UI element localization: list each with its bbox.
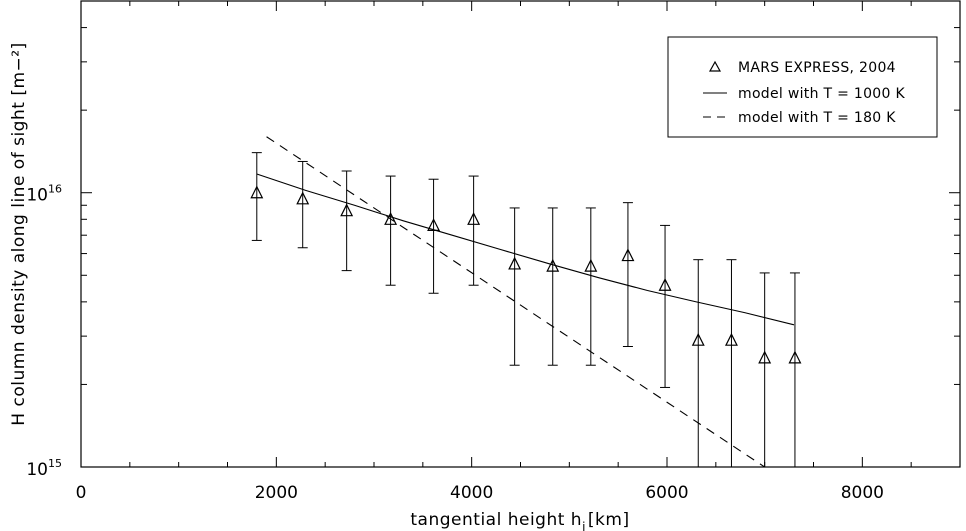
- observation-point: [788, 350, 802, 364]
- observation-point: [427, 218, 441, 232]
- x-axis-label-main: tangential height h: [410, 510, 582, 530]
- observation-point: [691, 332, 705, 346]
- observation-point: [758, 350, 772, 364]
- x-tick-label: 4000: [450, 483, 493, 503]
- x-axis-label-subscript: i: [582, 520, 586, 531]
- observation-point: [584, 258, 598, 272]
- x-tick-label: 0: [76, 483, 87, 503]
- model-1000k-line: [256, 173, 795, 326]
- legend-label-model-180k: model with T = 180 K: [738, 110, 896, 126]
- x-tick-label: 6000: [645, 483, 688, 503]
- observation-point: [296, 191, 310, 205]
- legend-triangle-icon: [708, 60, 722, 72]
- observation-point: [621, 248, 635, 262]
- model-180k-line: [266, 136, 765, 468]
- legend-label-observations: MARS EXPRESS, 2004: [738, 60, 896, 76]
- legend-label-model-1000k: model with T = 1000 K: [738, 86, 905, 102]
- observation-point: [658, 277, 672, 291]
- observation-point: [340, 203, 354, 217]
- axis-ticks: [80, 0, 961, 468]
- y-tick-label: 1016: [26, 183, 62, 206]
- legend: MARS EXPRESS, 2004 model with T = 1000 K…: [667, 36, 938, 138]
- x-axis-label-unit: [km]: [588, 510, 630, 530]
- legend-box: [667, 36, 938, 138]
- observation-point: [724, 332, 738, 346]
- observation-point: [508, 256, 522, 270]
- observation-point: [250, 185, 264, 199]
- y-tick-label: 1015: [26, 457, 62, 480]
- x-axis-label: tangential height hi [km]: [410, 510, 629, 531]
- observation-point: [467, 211, 481, 225]
- x-tick-label: 8000: [841, 483, 884, 503]
- svg-text:tangential height hi[km]: tangential height hi [km]: [410, 510, 629, 531]
- axis-tick-labels: 0 2000 4000 6000 8000 1015 1016: [26, 183, 884, 503]
- series-layer: [250, 136, 802, 468]
- x-tick-label: 2000: [255, 483, 298, 503]
- observation-point: [384, 211, 398, 225]
- y-axis-label: H column density along line of sight [m−…: [9, 42, 29, 425]
